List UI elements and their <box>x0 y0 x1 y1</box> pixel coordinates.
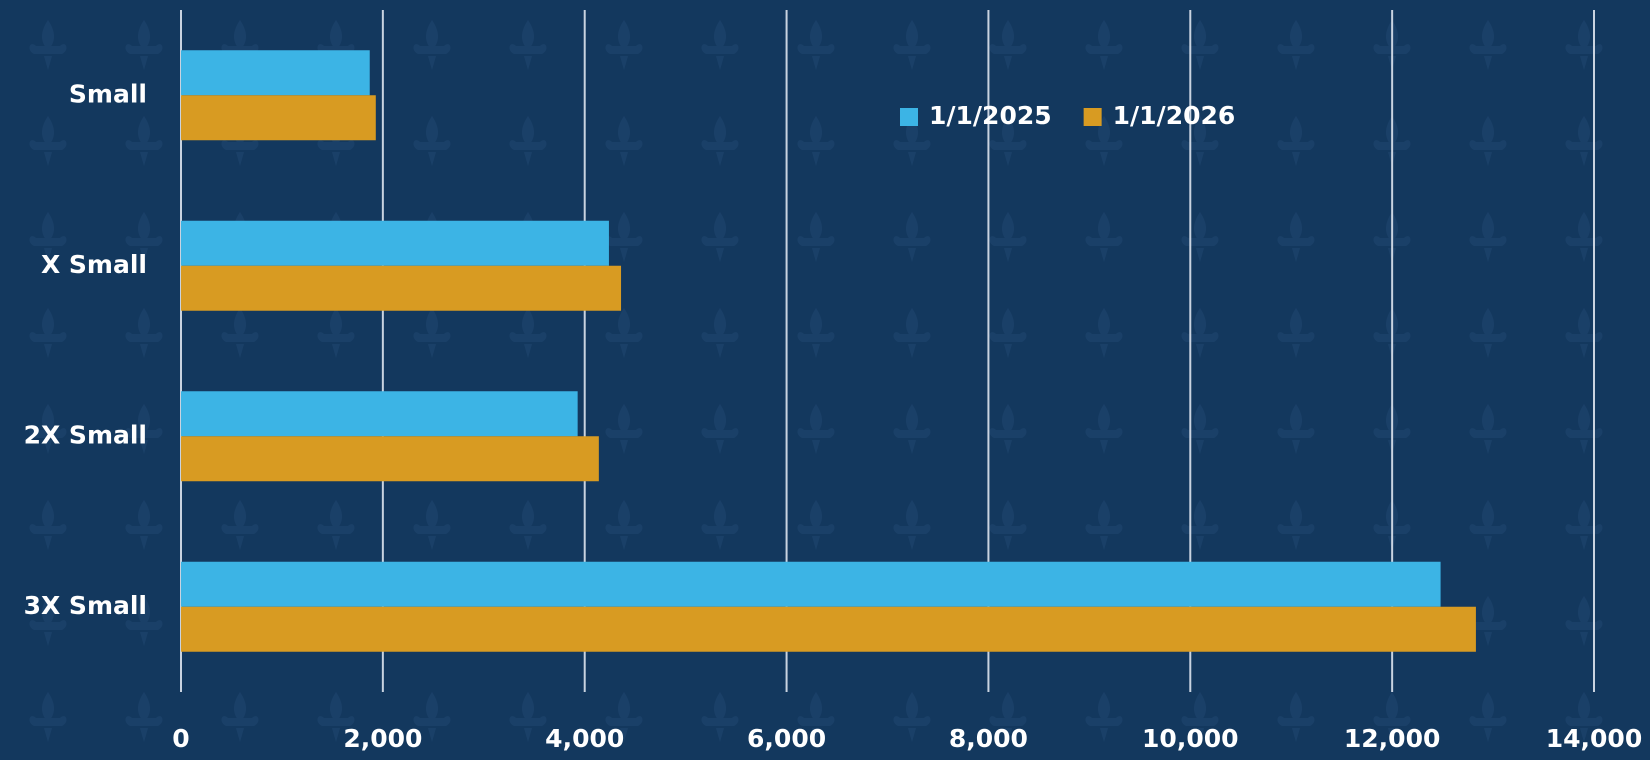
y-tick-label: 2X Small <box>24 420 147 449</box>
x-tick-label: 12,000 <box>1344 724 1440 753</box>
y-tick-label: X Small <box>41 250 147 279</box>
x-tick-label: 10,000 <box>1142 724 1238 753</box>
bar <box>181 95 376 141</box>
bar <box>181 391 578 437</box>
x-tick-label: 6,000 <box>747 724 826 753</box>
y-tick-label: Small <box>69 79 147 108</box>
x-tick-label: 2,000 <box>343 724 422 753</box>
x-tick-label: 0 <box>172 724 189 753</box>
bar <box>181 50 370 96</box>
legend-swatch <box>900 108 918 126</box>
bar <box>181 436 599 482</box>
legend-label: 1/1/2025 <box>929 101 1052 130</box>
legend-label: 1/1/2026 <box>1113 101 1236 130</box>
bar <box>181 561 1441 607</box>
bar <box>181 606 1476 652</box>
legend-swatch <box>1083 108 1102 126</box>
bar <box>181 265 622 311</box>
x-tick-label: 8,000 <box>949 724 1028 753</box>
bar <box>181 220 609 266</box>
x-tick-label: 4,000 <box>545 724 624 753</box>
y-tick-label: 3X Small <box>24 591 147 620</box>
x-tick-label: 14,000 <box>1546 724 1642 753</box>
